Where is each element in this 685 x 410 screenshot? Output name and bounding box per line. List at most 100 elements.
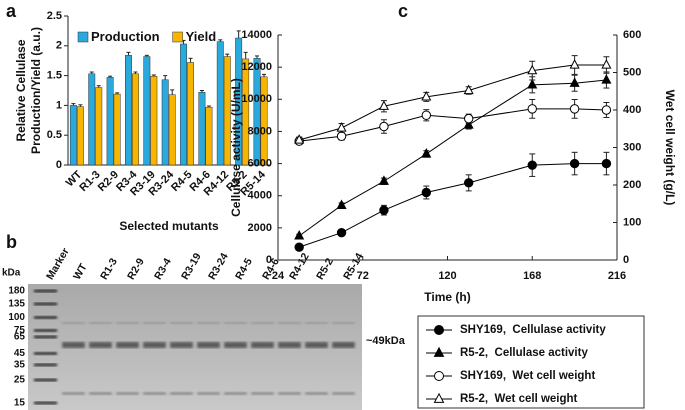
marker — [463, 84, 474, 95]
error-bar — [218, 39, 223, 42]
bar — [106, 77, 114, 166]
protein-band — [251, 342, 274, 348]
marker — [379, 121, 389, 132]
x-axis-label: Time (h) — [424, 290, 470, 304]
y-tick-label: 8000 — [248, 125, 272, 137]
faint-band — [116, 322, 139, 324]
y2-tick-label: 500 — [623, 66, 641, 78]
faint-band — [332, 322, 355, 324]
marker — [463, 119, 474, 129]
ladder-band — [34, 328, 57, 332]
series-line — [298, 79, 607, 237]
marker — [527, 104, 537, 114]
y-tick-label: 12000 — [241, 61, 272, 73]
error-bar — [71, 103, 76, 106]
marker — [294, 134, 305, 144]
x-tick-label: 72 — [357, 270, 369, 282]
ladder-label: 180 — [8, 286, 25, 297]
y2-tick-label: 0 — [623, 254, 629, 266]
protein-band — [170, 342, 193, 348]
error-bar — [144, 54, 149, 57]
faint-band — [251, 322, 274, 324]
error-bar — [243, 51, 248, 59]
y2-tick-label: 200 — [623, 179, 641, 191]
marker — [433, 346, 445, 357]
x-tick-label: 120 — [438, 270, 456, 282]
lane-label: WT — [71, 261, 90, 282]
bar — [253, 58, 261, 166]
bar — [113, 93, 121, 166]
error-bar — [96, 85, 101, 88]
error-bar — [236, 30, 241, 39]
error-bar — [170, 89, 175, 95]
protein-band — [224, 342, 247, 348]
marker — [336, 131, 347, 141]
marker — [569, 158, 580, 169]
x-tick-label: 168 — [523, 270, 541, 282]
marker — [601, 158, 612, 169]
marker — [434, 325, 444, 335]
legend-label: Production — [91, 29, 160, 44]
bar — [150, 75, 158, 166]
ladder-band — [34, 351, 57, 355]
lane-label: R1-3 — [98, 256, 120, 282]
marker — [527, 78, 538, 89]
bar — [187, 62, 195, 166]
panel-letter: b — [6, 232, 17, 252]
faint-band — [197, 392, 220, 395]
faint-band — [197, 322, 220, 324]
faint-band — [89, 392, 112, 395]
protein-band — [89, 342, 112, 348]
y-tick-label: 2000 — [248, 222, 272, 234]
y-tick-label: 0.5 — [47, 129, 62, 141]
lane-label: R4-12 — [287, 251, 312, 282]
bar — [205, 106, 213, 166]
marker — [434, 371, 444, 381]
faint-band — [143, 392, 166, 395]
marker — [569, 77, 580, 87]
faint-band — [89, 322, 112, 324]
marker — [601, 59, 612, 69]
y2-tick-label: 400 — [623, 104, 641, 116]
ladder-band — [34, 315, 57, 319]
error-bar — [255, 55, 260, 59]
legend-label: SHY169, Cellulase activity — [460, 324, 606, 336]
y-axis-label: Production/Yield (a.u.) — [29, 27, 43, 154]
error-bar — [126, 51, 131, 56]
lane-label: R3-4 — [152, 256, 174, 282]
marker — [463, 178, 474, 188]
bar — [216, 41, 224, 166]
faint-band — [170, 322, 193, 324]
protein-band — [278, 342, 301, 348]
marker — [378, 175, 389, 185]
lane-label: R3-19 — [179, 251, 204, 282]
faint-band — [251, 392, 274, 395]
faint-band — [278, 392, 301, 395]
x-tick-label: 216 — [608, 270, 626, 282]
ladder-band — [34, 401, 57, 405]
ladder-label: 65 — [14, 332, 26, 343]
ladder-label: 75 — [14, 325, 26, 336]
marker — [421, 187, 432, 198]
lane-label: R4-5 — [233, 256, 255, 282]
marker — [569, 104, 580, 114]
series-line — [299, 163, 607, 248]
marker — [601, 74, 612, 84]
marker — [294, 242, 304, 252]
legend-swatch — [77, 31, 89, 43]
protein-band — [143, 342, 166, 348]
ladder-band — [34, 363, 57, 367]
lane-label: Marker — [44, 246, 72, 282]
marker — [421, 90, 432, 101]
legend-label: R5-2, Cellulase activity — [460, 347, 588, 359]
marker — [463, 113, 474, 124]
y-tick-label: 2 — [56, 40, 62, 52]
series-line — [299, 64, 607, 141]
bar — [88, 73, 96, 166]
bar — [132, 73, 139, 166]
error-bar — [225, 53, 230, 57]
error-bar — [115, 92, 120, 95]
y-tick-label: 1.5 — [47, 70, 62, 82]
error-bar — [151, 74, 156, 77]
error-bar — [133, 71, 138, 74]
